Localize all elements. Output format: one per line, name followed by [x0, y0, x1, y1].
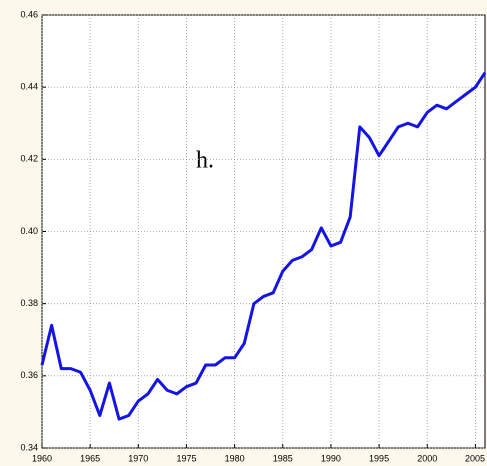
- x-tick-label: 1995: [369, 453, 389, 463]
- data-line: [40, 71, 487, 421]
- x-tick-label: 2000: [417, 453, 437, 463]
- y-tick-label: 0.34: [20, 442, 38, 452]
- y-tick-label: 0.44: [20, 82, 38, 92]
- x-tick-label: 1970: [128, 453, 148, 463]
- annotation: h.: [196, 148, 214, 174]
- y-tick-label: 0.36: [20, 370, 38, 380]
- y-tick-label: 0.46: [20, 9, 38, 19]
- y-tick-label: 0.40: [20, 226, 38, 236]
- x-tick-label: 1960: [32, 453, 52, 463]
- y-tick-label: 0.38: [20, 298, 38, 308]
- x-tick-label: 1965: [80, 453, 100, 463]
- x-tick-label: 1985: [273, 453, 293, 463]
- y-tick-label: 0.42: [20, 154, 38, 164]
- x-tick-label: 1980: [225, 453, 245, 463]
- x-tick-label: 1975: [176, 453, 196, 463]
- x-tick-label: 1990: [321, 453, 341, 463]
- x-tick-label: 2005: [465, 453, 485, 463]
